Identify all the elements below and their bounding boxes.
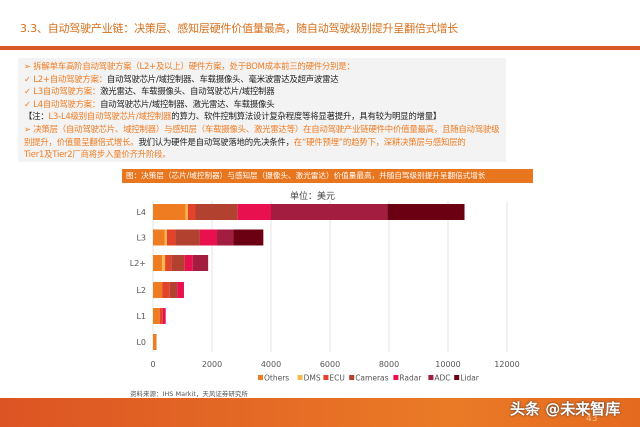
y-tick-label: L4: [136, 208, 146, 217]
legend-swatch: [393, 375, 399, 380]
bar-segment-others: [153, 334, 157, 350]
bar-segment-lidar: [233, 229, 264, 246]
bar-segment-others: [153, 229, 165, 246]
x-tick-label: 6000: [320, 360, 340, 369]
bar-segment-lidar: [387, 204, 465, 220]
bullet-text: L3-L4级别自动驾驶芯片/域控制器: [48, 111, 172, 122]
bullet-line: ➢ 拆解单车高阶自动驾驶方案（L2+及以上）硬件方案，处于BOM成本前三的硬件分…: [24, 60, 500, 73]
y-tick-label: L2: [136, 286, 146, 295]
bullet-text: Tier1及Tier2厂商将步入量价齐升阶段。: [24, 149, 171, 160]
bullet-line: Tier1及Tier2厂商将步入量价齐升阶段。: [24, 148, 500, 161]
legend-swatch: [428, 375, 434, 380]
bar-segment-adc: [192, 255, 209, 271]
y-tick-label: L3: [136, 234, 146, 243]
bar-segment-adc: [271, 204, 388, 220]
bar-segment-cameras: [195, 204, 238, 220]
bar-segment-dms: [185, 204, 188, 220]
bar-segment-radar: [162, 308, 166, 324]
bar-segment-dms: [164, 229, 167, 246]
summary-box: ➢ 拆解单车高阶自动驾驶方案（L2+及以上）硬件方案，处于BOM成本前三的硬件分…: [18, 58, 506, 162]
bar-segment-ecu: [159, 308, 163, 324]
legend-label: Cameras: [355, 374, 388, 383]
bullet-line: ✓ L3自动驾驶方案：激光雷达、车载摄像头、自动驾驶芯片/域控制器: [24, 85, 500, 98]
bar-segment-ecu: [166, 229, 176, 246]
bullet-text: 我们认为硬件是自动驾驶落地的先决条件，: [138, 136, 294, 147]
legend-label: ADC: [434, 374, 450, 383]
bar-segment-radar: [177, 282, 184, 298]
bullet-line: ✓ L2+自动驾驶方案：自动驾驶芯片/域控制器、车载摄像头、毫米波雷达及超声波雷…: [24, 73, 500, 86]
bullet-line: 【注：L3-L4级别自动驾驶芯片/域控制器的算力、软件控制算法设计复杂程度等将显…: [24, 110, 500, 123]
bar-segment-others: [153, 308, 160, 324]
bullet-text: ➢ 决策层（自动驾驶芯片、域控制器）与感知层（车载摄像头、激光雷达等）在自动驾驶…: [24, 123, 500, 134]
y-tick-label: L2+: [130, 259, 146, 268]
source-note: 资料来源：IHS Markit，天风证券研究所: [130, 390, 248, 398]
x-tick-label: 8000: [379, 360, 399, 369]
legend-swatch: [258, 375, 263, 380]
bullet-text: 自动驾驶芯片/域控制器、激光雷达、车载摄像头: [100, 98, 275, 109]
bullet-text: 【注：: [24, 111, 49, 122]
bullet-text: 在“硬件预埋”的趋势下，深耕决策层与感知层的: [293, 136, 466, 147]
bar-segment-others: [153, 204, 186, 220]
page-number: 43: [586, 414, 598, 424]
x-tick-label: 10000: [435, 360, 460, 369]
legend-swatch: [323, 375, 329, 380]
bar-segment-ecu: [187, 204, 196, 220]
legend-label: Lidar: [460, 374, 480, 383]
bar-segment-others: [153, 282, 163, 298]
chart-caption: 图：决策层（芯片/域控制器）与感知层（摄像头、激光雷达）价值量最高，并随自驾级别…: [122, 169, 533, 183]
bullet-text: 的算力、软件控制算法设计复杂程度等将显著提升，具有较为明显的增量】: [171, 111, 442, 122]
legend-swatch: [454, 375, 460, 380]
x-tick-label: 12000: [494, 360, 519, 369]
bullet-line: ✓ L4自动驾驶方案：自动驾驶芯片/域控制器、激光雷达、车载摄像头: [24, 98, 500, 111]
legend-swatch: [349, 375, 355, 380]
legend-label: ECU: [329, 374, 344, 383]
watermark: 头条 @未来智库: [510, 400, 621, 418]
bar-segment-adc: [217, 229, 234, 246]
title-divider: [0, 46, 640, 50]
bar-segment-radar: [237, 204, 271, 220]
bullet-text: ✓ L2+自动驾驶方案：: [24, 73, 107, 84]
bar-segment-radar: [199, 229, 218, 246]
footer-bar: [0, 398, 640, 427]
bar-segment-cameras: [175, 229, 200, 246]
bar-segment-others: [153, 255, 163, 271]
x-tick-label: 2000: [202, 360, 222, 369]
bullet-text: ✓ L3自动驾驶方案：: [24, 86, 101, 97]
bullet-text: 自动驾驶芯片/域控制器、车载摄像头、毫米波雷达及超声波雷达: [106, 73, 339, 84]
slide-title: 3.3、自动驾驶产业链：决策层、感知层硬件价值量最高，随自动驾驶级别提升呈翻倍式…: [20, 22, 459, 35]
bar-segment-cameras: [169, 282, 178, 298]
bar-segment-radar: [184, 255, 193, 271]
bullet-line: 别提升，价值量呈翻倍式增长。我们认为硬件是自动驾驶落地的先决条件，在“硬件预埋”…: [24, 136, 500, 149]
chart-unit-label: 单位：美元: [290, 192, 336, 202]
bar-segment-dms: [162, 255, 166, 271]
y-tick-label: L0: [136, 338, 146, 347]
x-tick-label: 4000: [261, 360, 281, 369]
bar-segment-ecu: [165, 255, 172, 271]
legend-swatch: [297, 375, 303, 380]
legend-label: Radar: [399, 374, 422, 383]
bullet-text: 别提升，价值量呈翻倍式增长。: [24, 136, 139, 147]
bullet-text: ✓ L4自动驾驶方案：: [24, 98, 101, 109]
bullet-line: ➢ 决策层（自动驾驶芯片、域控制器）与感知层（车载摄像头、激光雷达等）在自动驾驶…: [24, 123, 500, 136]
legend-label: DMS: [304, 374, 321, 383]
bar-segment-cameras: [171, 255, 185, 271]
bar-segment-ecu: [162, 282, 170, 298]
x-tick-label: 0: [150, 360, 155, 369]
y-tick-label: L1: [136, 312, 146, 321]
bullet-text: ➢ 拆解单车高阶自动驾驶方案（L2+及以上）硬件方案，处于BOM成本前三的硬件分…: [24, 61, 355, 71]
bullet-text: 激光雷达、车载摄像头、自动驾驶芯片/域控制器: [100, 86, 275, 97]
legend-label: Others: [264, 374, 289, 383]
